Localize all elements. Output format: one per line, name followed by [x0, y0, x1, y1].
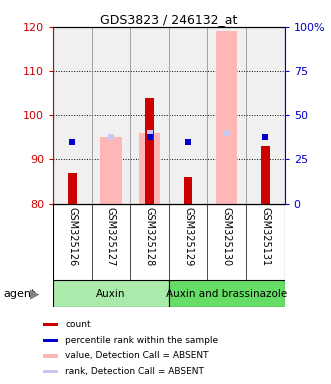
Bar [169, 280, 285, 307]
Bar [42, 339, 58, 342]
Text: percentile rank within the sample: percentile rank within the sample [65, 336, 218, 344]
Text: GSM325129: GSM325129 [183, 207, 193, 266]
Text: agent: agent [3, 289, 36, 299]
Text: count: count [65, 320, 91, 329]
Text: value, Detection Call = ABSENT: value, Detection Call = ABSENT [65, 351, 209, 361]
Text: rank, Detection Call = ABSENT: rank, Detection Call = ABSENT [65, 367, 204, 376]
Bar [68, 173, 76, 204]
Title: GDS3823 / 246132_at: GDS3823 / 246132_at [100, 13, 238, 26]
Bar [53, 280, 169, 307]
Bar [42, 323, 58, 326]
Bar [184, 177, 192, 204]
Text: ▶: ▶ [30, 287, 39, 300]
Bar [261, 146, 269, 204]
Bar [145, 98, 154, 204]
Bar [42, 370, 58, 373]
Text: GSM325130: GSM325130 [222, 207, 232, 266]
Text: Auxin and brassinazole: Auxin and brassinazole [166, 289, 287, 299]
Text: GSM325128: GSM325128 [145, 207, 155, 266]
Text: GSM325131: GSM325131 [260, 207, 270, 266]
Bar [100, 137, 121, 204]
Text: GSM325127: GSM325127 [106, 207, 116, 267]
Text: Auxin: Auxin [96, 289, 126, 299]
Text: GSM325126: GSM325126 [67, 207, 77, 266]
Bar [42, 354, 58, 358]
Bar [216, 31, 237, 204]
Bar [139, 133, 160, 204]
